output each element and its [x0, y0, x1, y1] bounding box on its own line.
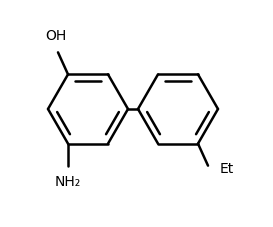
Text: OH: OH — [45, 29, 67, 43]
Text: NH₂: NH₂ — [55, 175, 81, 189]
Text: Et: Et — [220, 162, 234, 176]
